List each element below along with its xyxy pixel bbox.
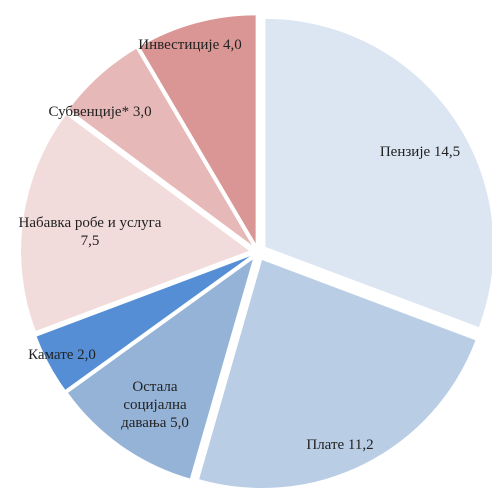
slice-label-box: Субвенције* 3,0 bbox=[25, 82, 175, 142]
slice-label: Камате 2,0 bbox=[7, 325, 117, 385]
slice-label: Набавка робе и услуга 7,5 bbox=[15, 202, 165, 262]
label-text: Набавка робе и услуга 7,5 bbox=[15, 214, 165, 250]
slice-label-box: Плате 11,2 bbox=[270, 415, 410, 475]
category-name: Субвенције* bbox=[48, 104, 130, 120]
label-text: Пензије 14,5 bbox=[380, 143, 460, 161]
pie-slice bbox=[68, 48, 252, 246]
slice-label: Пензије 14,5 bbox=[350, 122, 490, 182]
category-name: Плате bbox=[306, 437, 345, 453]
slice-label-box: Пензије 14,5 bbox=[350, 122, 490, 182]
category-name: Пензије bbox=[379, 144, 431, 160]
slice-label: Остала социјална давања 5,0 bbox=[110, 375, 200, 435]
label-text: Остала социјална давања 5,0 bbox=[110, 378, 200, 432]
category-name: Набавка робе и услуга bbox=[18, 215, 162, 231]
value-label: 14,5 bbox=[433, 144, 461, 160]
label-text: Субвенције* 3,0 bbox=[48, 103, 151, 121]
pie-slice bbox=[68, 259, 253, 479]
category-name: Инвестиције bbox=[138, 37, 220, 53]
slice-label-box: Остала социјална давања 5,0 bbox=[110, 375, 200, 435]
value-label: 3,0 bbox=[132, 104, 152, 120]
label-text: Инвестиције 4,0 bbox=[138, 36, 242, 54]
slice-label: Плате 11,2 bbox=[270, 415, 410, 475]
pie-slice bbox=[21, 114, 250, 331]
label-text: Камате 2,0 bbox=[28, 346, 96, 364]
slice-label-box: Инвестиције 4,0 bbox=[115, 15, 265, 75]
pie-slice bbox=[139, 15, 256, 244]
category-name: Камате bbox=[28, 347, 74, 363]
label-text: Плате 11,2 bbox=[306, 436, 373, 454]
slice-label-box: Набавка робе и услуга 7,5 bbox=[15, 202, 165, 262]
slice-label: Субвенције* 3,0 bbox=[25, 82, 175, 142]
slice-label-box: Камате 2,0 bbox=[7, 325, 117, 385]
value-label: 2,0 bbox=[77, 347, 96, 363]
pie-slice bbox=[265, 18, 492, 328]
value-label: 5,0 bbox=[170, 415, 189, 431]
slice-label: Инвестиције 4,0 bbox=[115, 15, 265, 75]
category-name: Остала социјална давања bbox=[121, 379, 187, 431]
value-label: 7,5 bbox=[80, 233, 100, 249]
value-label: 11,2 bbox=[347, 437, 374, 453]
value-label: 4,0 bbox=[223, 37, 242, 53]
pie-slice bbox=[36, 256, 251, 390]
pie-slice bbox=[199, 260, 476, 489]
